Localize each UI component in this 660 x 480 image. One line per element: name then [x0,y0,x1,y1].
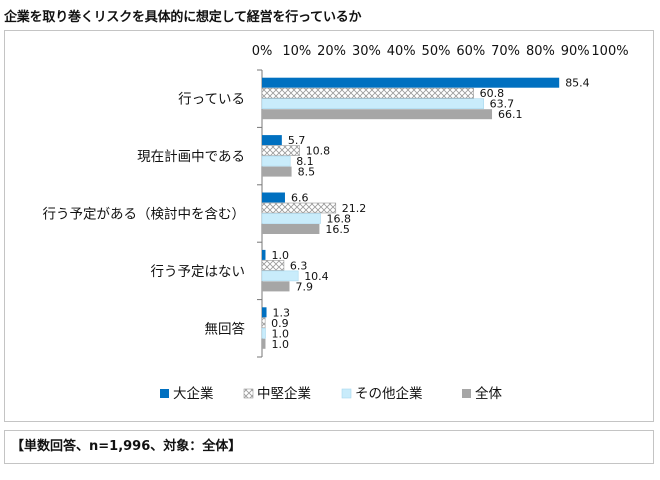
bar-3 [261,270,299,282]
data-label: 21.2 [342,202,367,215]
x-tick-label: 30% [352,44,381,59]
bar-2 [261,260,285,271]
bar-1 [262,249,266,260]
bar-3 [261,327,266,339]
bar-1 [262,77,560,88]
data-label: 85.4 [565,77,590,90]
data-label: 1.0 [271,338,289,351]
legend-swatch [243,388,254,399]
category-label: 行う予定がある（検討中を含む） [43,207,246,223]
data-label: 5.7 [288,134,306,147]
bar-2 [261,317,266,329]
bar-3 [261,213,321,224]
bars [261,77,560,349]
category-label: 現在計画中である [137,149,245,165]
category-label: 無回答 [205,320,246,337]
bar-2 [261,202,337,214]
bar-4 [262,281,290,292]
sample-note: 【単数回答、n=1,996、対象：全体】 [4,430,654,464]
chart-title: 企業を取り巻くリスクを具体的に想定して経営を行っているか [4,10,362,25]
data-label: 6.3 [290,259,308,272]
legend-swatch [160,389,169,398]
legend-label: 中堅企業 [257,385,311,402]
bar-4 [262,166,292,177]
data-label: 60.8 [480,87,505,100]
bar-3 [261,98,484,109]
x-tick-label: 50% [422,44,451,59]
chart-frame [4,30,654,422]
data-label: 16.5 [325,223,350,236]
data-labels: 85.4 60.863.766.1 5.710.88.18.5 6.6 21.216.8… [271,77,590,351]
data-label: 1.0 [271,327,289,340]
bar-1 [262,135,282,146]
bar-3 [261,155,291,167]
bar-2 [261,87,474,99]
data-label: 10.4 [304,270,329,283]
x-tick-label: 60% [456,44,485,59]
data-label: 1.0 [271,249,289,262]
data-label: 8.5 [298,166,316,179]
bar-1 [262,192,285,203]
data-label: 66.1 [498,108,523,121]
bar-2 [261,145,300,156]
bar-1 [262,307,267,318]
x-tick-label: 100% [591,44,628,59]
bar-4 [262,338,266,349]
data-label: 10.8 [306,145,331,158]
legend-label: 全体 [475,385,502,402]
data-label: 7.9 [295,280,313,293]
data-label: 0.9 [271,317,289,330]
x-tick-label: 20% [317,44,346,59]
x-axis-ticks: 0% 10% 20% 30% 40% 50% 60% 70% 80% 90% 100% [252,44,629,59]
x-tick-label: 90% [561,44,590,59]
x-tick-label: 40% [387,44,416,59]
bar-4 [262,109,493,120]
data-label: 8.1 [296,155,314,168]
x-tick-label: 80% [526,44,555,59]
legend-label: 大企業 [173,385,214,402]
data-label: 63.7 [490,98,515,111]
legend: 大企業 中堅企業 その他企業 全体 [160,385,502,402]
data-label: 16.8 [326,213,351,226]
legend-swatch [462,389,471,398]
category-label: 行っている [178,92,245,108]
x-tick-label: 0% [252,44,273,59]
data-label: 6.6 [291,192,309,205]
x-tick-label: 10% [282,44,311,59]
category-label: 行う予定はない [151,264,246,280]
legend-swatch [341,388,352,399]
bar-4 [262,224,320,234]
legend-label: その他企業 [355,385,423,402]
data-label: 1.3 [273,306,291,319]
x-tick-label: 70% [491,44,520,59]
y-axis [257,69,263,358]
